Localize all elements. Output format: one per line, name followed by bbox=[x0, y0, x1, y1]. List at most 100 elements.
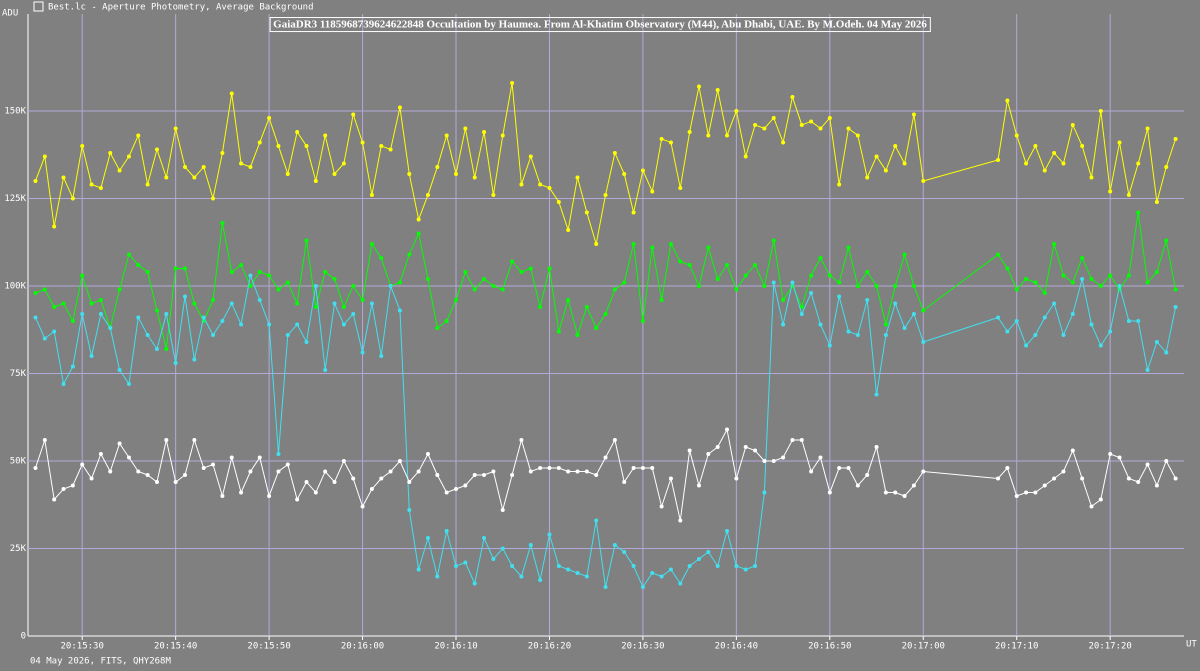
data-point bbox=[117, 168, 122, 173]
data-point bbox=[566, 297, 571, 302]
data-point bbox=[454, 171, 459, 176]
data-point bbox=[902, 161, 907, 166]
data-point bbox=[192, 301, 197, 306]
data-point bbox=[126, 252, 131, 257]
data-point bbox=[313, 304, 318, 309]
data-point bbox=[1145, 126, 1150, 131]
data-point bbox=[89, 182, 94, 187]
data-point bbox=[173, 360, 178, 365]
data-point bbox=[1154, 269, 1159, 274]
data-point bbox=[33, 178, 38, 183]
data-point bbox=[883, 168, 888, 173]
data-point bbox=[622, 479, 627, 484]
data-point bbox=[1070, 448, 1075, 453]
data-point bbox=[1108, 329, 1113, 334]
data-point bbox=[472, 472, 477, 477]
data-point bbox=[182, 266, 187, 271]
data-point bbox=[510, 259, 515, 264]
data-point bbox=[1042, 290, 1047, 295]
data-point bbox=[435, 574, 440, 579]
data-point bbox=[874, 392, 879, 397]
data-point bbox=[332, 171, 337, 176]
data-point bbox=[248, 164, 253, 169]
data-point bbox=[911, 483, 916, 488]
data-point bbox=[818, 455, 823, 460]
data-point bbox=[1136, 318, 1141, 323]
data-point bbox=[313, 283, 318, 288]
data-point bbox=[397, 308, 402, 313]
data-point bbox=[257, 455, 262, 460]
data-point bbox=[1164, 238, 1169, 243]
data-point bbox=[809, 119, 814, 124]
data-point bbox=[696, 483, 701, 488]
data-point bbox=[818, 126, 823, 131]
data-point bbox=[1098, 283, 1103, 288]
data-point bbox=[706, 245, 711, 250]
data-point bbox=[584, 210, 589, 215]
data-point bbox=[145, 182, 150, 187]
data-point bbox=[257, 297, 262, 302]
data-point bbox=[781, 455, 786, 460]
data-point bbox=[416, 217, 421, 222]
data-point bbox=[52, 304, 57, 309]
data-point bbox=[547, 185, 552, 190]
data-point bbox=[547, 465, 552, 470]
data-point bbox=[865, 472, 870, 477]
data-point bbox=[407, 252, 412, 257]
data-point bbox=[98, 451, 103, 456]
data-point bbox=[276, 469, 281, 474]
data-point bbox=[659, 297, 664, 302]
data-point bbox=[1145, 280, 1150, 285]
data-point bbox=[379, 255, 384, 260]
data-point bbox=[883, 322, 888, 327]
data-point bbox=[874, 154, 879, 159]
data-point bbox=[1154, 339, 1159, 344]
data-point bbox=[659, 136, 664, 141]
data-point bbox=[659, 574, 664, 579]
data-point bbox=[229, 455, 234, 460]
data-point bbox=[827, 343, 832, 348]
data-point bbox=[1014, 493, 1019, 498]
data-point bbox=[145, 332, 150, 337]
data-point bbox=[1033, 143, 1038, 148]
data-point bbox=[1126, 318, 1131, 323]
data-point bbox=[454, 486, 459, 491]
y-tick-label: 100K bbox=[4, 281, 26, 291]
x-axis-label: UT bbox=[1186, 640, 1197, 650]
data-point bbox=[1052, 150, 1057, 155]
data-point bbox=[678, 581, 683, 586]
data-point bbox=[1052, 241, 1057, 246]
data-point bbox=[771, 458, 776, 463]
data-point bbox=[154, 147, 159, 152]
data-point bbox=[80, 143, 85, 148]
data-point bbox=[771, 115, 776, 120]
data-point bbox=[173, 479, 178, 484]
data-point bbox=[463, 269, 468, 274]
data-point bbox=[528, 469, 533, 474]
data-point bbox=[1164, 350, 1169, 355]
data-point bbox=[257, 140, 262, 145]
data-point bbox=[425, 192, 430, 197]
data-point bbox=[211, 196, 216, 201]
data-point bbox=[1070, 311, 1075, 316]
series-line bbox=[35, 82, 1177, 245]
data-point bbox=[715, 444, 720, 449]
y-tick-label: 150K bbox=[4, 106, 26, 116]
data-point bbox=[323, 367, 328, 372]
data-point bbox=[715, 87, 720, 92]
data-point bbox=[612, 542, 617, 547]
data-point bbox=[640, 584, 645, 589]
data-point bbox=[360, 140, 365, 145]
data-point bbox=[622, 549, 627, 554]
data-point bbox=[1061, 161, 1066, 166]
data-point bbox=[388, 147, 393, 152]
data-point bbox=[425, 276, 430, 281]
data-point bbox=[435, 164, 440, 169]
footer: 04 May 2026, FITS, QHY268M bbox=[30, 657, 171, 667]
data-point bbox=[725, 427, 730, 432]
data-point bbox=[61, 175, 66, 180]
data-point bbox=[52, 224, 57, 229]
data-point bbox=[33, 315, 38, 320]
data-point bbox=[1173, 287, 1178, 292]
